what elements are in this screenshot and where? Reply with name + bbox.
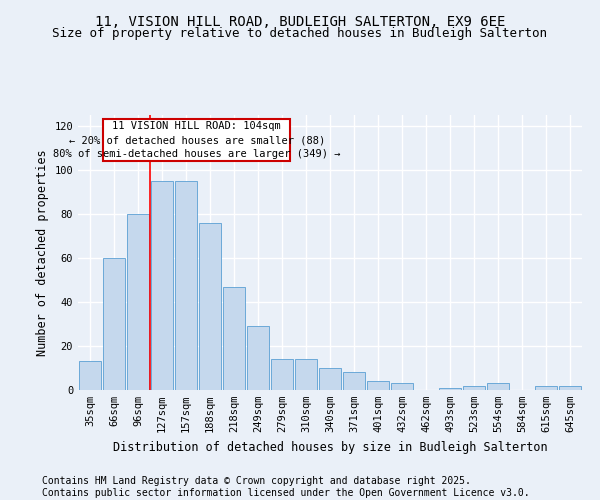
X-axis label: Distribution of detached houses by size in Budleigh Salterton: Distribution of detached houses by size … xyxy=(113,440,547,454)
Bar xyxy=(535,386,557,390)
Bar xyxy=(463,386,485,390)
Text: 11 VISION HILL ROAD: 104sqm
← 20% of detached houses are smaller (88)
80% of sem: 11 VISION HILL ROAD: 104sqm ← 20% of det… xyxy=(53,122,341,160)
Y-axis label: Number of detached properties: Number of detached properties xyxy=(36,149,49,356)
Bar xyxy=(223,286,245,390)
Text: Contains public sector information licensed under the Open Government Licence v3: Contains public sector information licen… xyxy=(42,488,530,498)
Bar xyxy=(391,384,413,390)
Bar xyxy=(79,362,101,390)
Bar xyxy=(271,359,293,390)
Text: Size of property relative to detached houses in Budleigh Salterton: Size of property relative to detached ho… xyxy=(53,28,548,40)
Bar xyxy=(439,388,461,390)
Text: Contains HM Land Registry data © Crown copyright and database right 2025.: Contains HM Land Registry data © Crown c… xyxy=(42,476,471,486)
FancyBboxPatch shape xyxy=(103,120,290,161)
Bar xyxy=(175,181,197,390)
Bar xyxy=(295,359,317,390)
Bar xyxy=(247,326,269,390)
Bar xyxy=(367,381,389,390)
Bar xyxy=(487,384,509,390)
Bar xyxy=(343,372,365,390)
Bar xyxy=(151,181,173,390)
Bar xyxy=(103,258,125,390)
Bar xyxy=(199,223,221,390)
Bar xyxy=(559,386,581,390)
Bar xyxy=(319,368,341,390)
Bar xyxy=(127,214,149,390)
Text: 11, VISION HILL ROAD, BUDLEIGH SALTERTON, EX9 6EE: 11, VISION HILL ROAD, BUDLEIGH SALTERTON… xyxy=(95,15,505,29)
